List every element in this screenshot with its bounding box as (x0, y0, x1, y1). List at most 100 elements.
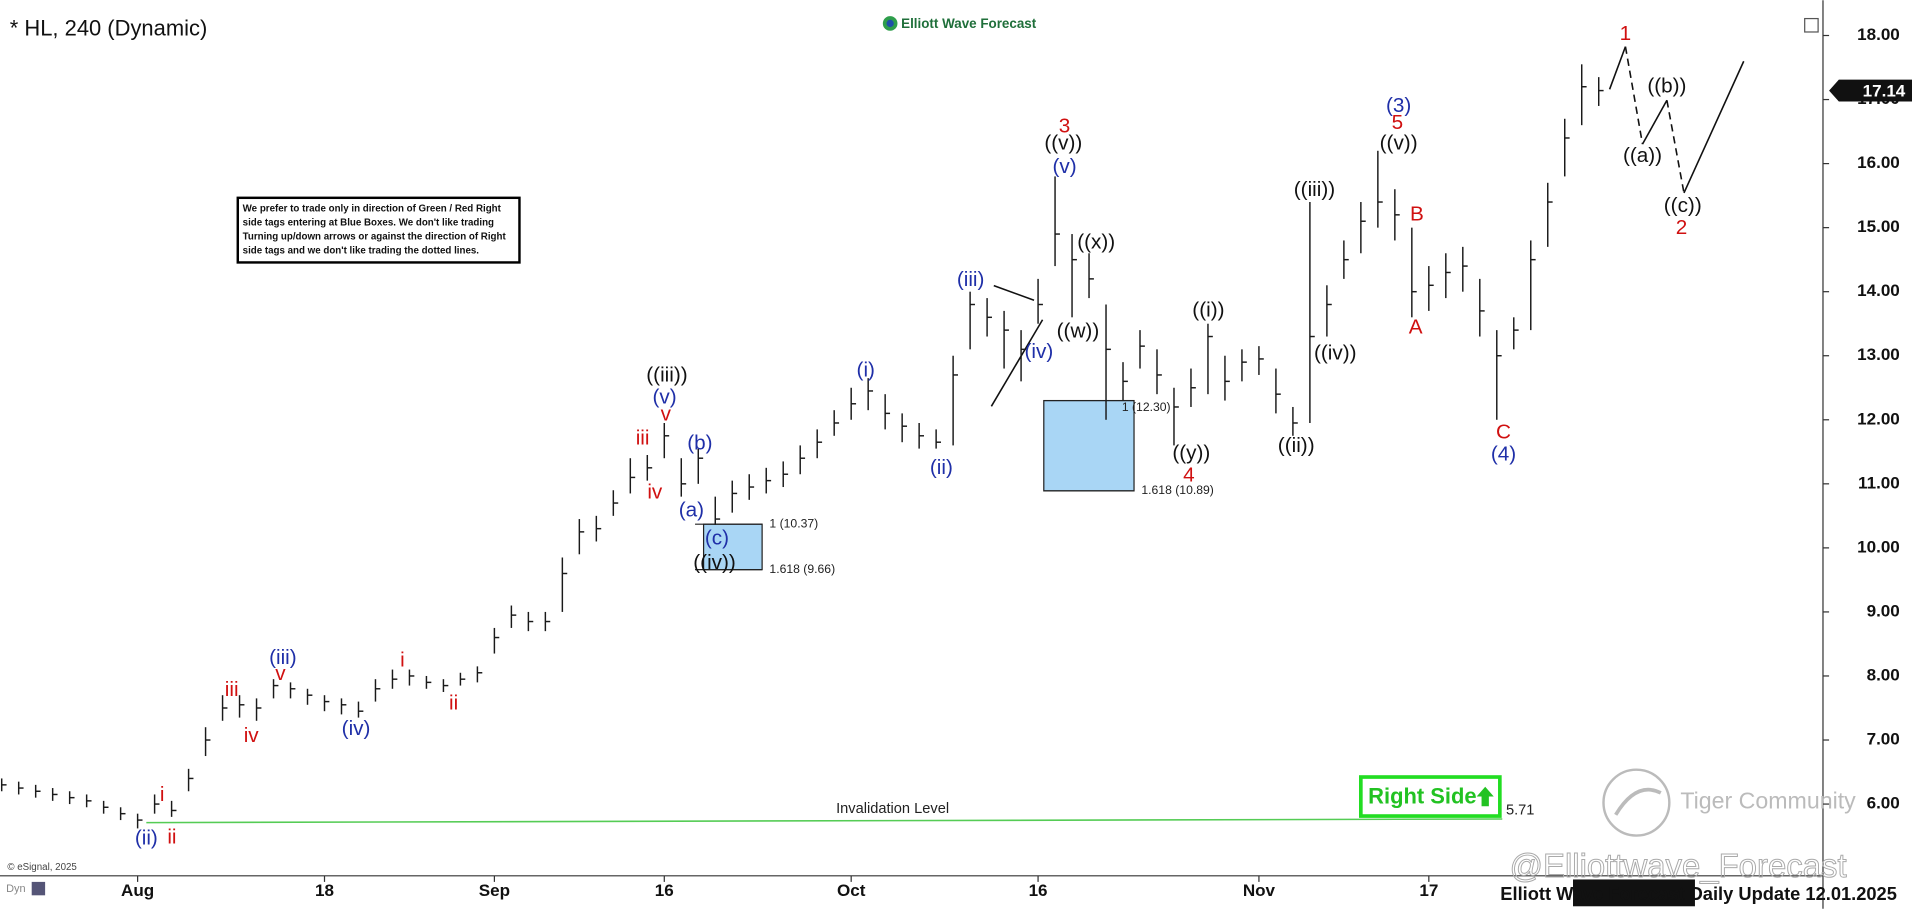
wave-label: (i) (857, 358, 875, 381)
y-tick-label: 12.00 (1857, 409, 1900, 428)
note-line: We prefer to trade only in direction of … (243, 203, 502, 214)
y-tick-label: 13.00 (1857, 345, 1900, 364)
logo-icon-inner (886, 19, 894, 28)
y-tick-label: 15.00 (1857, 217, 1900, 236)
wave-label: 4 (1183, 463, 1195, 486)
wave-label: ii (449, 691, 458, 714)
invalidation-line (146, 818, 1503, 824)
tag-arrow (1476, 786, 1494, 807)
x-tick-label: Nov (1243, 881, 1276, 900)
note-box (236, 196, 521, 264)
wave-label: ((c)) (1664, 194, 1702, 217)
x-tick-label: 18 (315, 881, 334, 900)
source: © eSignal, 2025 (7, 862, 77, 873)
projection-line (1641, 99, 1668, 145)
trendline (993, 284, 1035, 301)
fib-label: 1 (12.30) (1122, 400, 1171, 414)
x-tick-label: Oct (837, 881, 866, 900)
wave-label: ((iii)) (646, 363, 687, 386)
wave-label: (a) (679, 499, 704, 522)
projection (990, 46, 1745, 407)
projection-dashed (1666, 100, 1685, 194)
watermark-text: Tiger Community (1680, 788, 1856, 814)
logo-text: Elliott Wave Forecast (901, 16, 1037, 31)
wave-label: (b) (687, 432, 712, 455)
watermark: Tiger Community @Elliottwave_Forecast (1509, 768, 1856, 885)
footer: Elliott Wave Forecast Daily Update 12.01… (1500, 883, 1897, 904)
wave-label: i (400, 649, 405, 672)
wave-label: iv (647, 480, 663, 503)
current-price-marker (1829, 79, 1912, 102)
wave-label: ((y)) (1172, 441, 1210, 464)
note-line: side tags entering at Blue Boxes. We don… (243, 217, 494, 228)
footer-dark (1573, 879, 1695, 907)
fib-label: 1.618 (10.89) (1141, 483, 1214, 497)
wave-label: iii (225, 678, 239, 701)
wave-label: ((iii)) (1294, 178, 1335, 201)
wave-label: ((ii)) (1278, 434, 1315, 457)
projection-dashed (1624, 46, 1644, 145)
y-tick-label: 8.00 (1867, 665, 1900, 684)
y-tick-label: 10.00 (1857, 537, 1900, 556)
wave-label: 1 (1620, 22, 1632, 45)
wave-label: 2 (1676, 216, 1688, 239)
wave-label: (v) (652, 385, 676, 408)
wave-label: ((v)) (1380, 132, 1418, 155)
fib-label: 1 (10.37) (769, 516, 818, 530)
fib-zone (1043, 399, 1135, 492)
wave-label: B (1410, 202, 1424, 225)
wave-label: ((x)) (1077, 230, 1115, 253)
right-side-tag: Right Side (1359, 775, 1502, 818)
y-tick-label: 14.00 (1857, 281, 1900, 300)
wave-label: (iii) (269, 646, 297, 669)
y-tick-label: 7.00 (1867, 730, 1900, 749)
wave-label: v (661, 402, 672, 425)
wave-label: (iv) (342, 717, 371, 740)
watermark-logo-mark (1614, 787, 1662, 816)
wave-label: iv (244, 724, 260, 747)
window-button[interactable] (1804, 17, 1819, 33)
fib-zone (702, 523, 763, 571)
projection-line (1683, 60, 1745, 194)
y-tick-label: 18.00 (1857, 25, 1900, 44)
wave-label: ((a)) (1623, 144, 1662, 167)
wave-label: (3) (1386, 94, 1411, 117)
wave-label: ((b)) (1647, 74, 1686, 97)
y-tick-label: 11.00 (1858, 473, 1900, 492)
corner-icon (31, 881, 46, 896)
wave-label: i (160, 783, 165, 806)
logo: Elliott Wave Forecast (882, 16, 1037, 31)
watermark-logo (1602, 768, 1671, 837)
wave-label: (4) (1491, 443, 1516, 466)
wave-label: (ii) (135, 827, 158, 850)
wave-label: 5 (1392, 111, 1404, 134)
wave-label: ((w)) (1057, 319, 1100, 342)
wave-label: (c) (705, 527, 729, 550)
trendline (990, 319, 1044, 407)
y-tick-label: 16.00 (1857, 153, 1900, 172)
x-tick-label: 16 (655, 881, 674, 900)
fib-label: 1.618 (9.66) (769, 562, 835, 576)
invalidation-value: 5.71 (1506, 802, 1534, 818)
x-tick-label: Aug (121, 881, 154, 900)
current-price-label: 17.14 (1863, 81, 1906, 100)
wave-label: ((iv)) (1314, 341, 1357, 364)
wave-label: ((v)) (1044, 132, 1082, 155)
wave-label: ii (167, 825, 176, 848)
wave-label: (ii) (930, 456, 953, 479)
wave-label: (iv) (1025, 340, 1054, 363)
watermark-handle: @Elliottwave_Forecast (1510, 847, 1847, 884)
x-tick-label: Sep (479, 881, 510, 900)
invalidation-label: Invalidation Level (836, 801, 949, 817)
wave-label: ((i)) (1192, 299, 1224, 322)
wave-label: (v) (1052, 155, 1076, 178)
wave-label: v (275, 662, 286, 685)
x-tick-label: 17 (1419, 881, 1438, 900)
wave-label: 3 (1059, 115, 1071, 138)
note-line: side tags and we don't like trading the … (243, 245, 480, 256)
wave-label: ((iv)) (693, 551, 736, 574)
y-tick-label: 6.00 (1867, 794, 1900, 813)
note-line: Turning up/down arrows or against the di… (243, 231, 507, 242)
